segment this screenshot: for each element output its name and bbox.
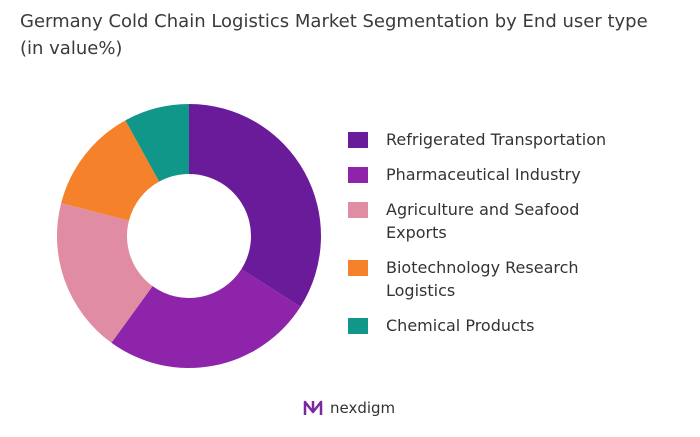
donut-chart [57,104,322,368]
legend-label: Agriculture and Seafood Exports [386,200,580,242]
logo-icon [303,400,323,415]
legend-swatch [348,132,368,148]
donut-segment [189,104,322,307]
legend-item: Chemical Products [348,314,668,337]
legend-item: Pharmaceutical Industry [348,163,668,186]
donut-segment [57,203,153,343]
legend-swatch [348,167,368,183]
legend-label: Refrigerated Transportation [386,130,607,149]
donut-segment [125,104,189,182]
legend-swatch [348,202,368,218]
legend-swatch [348,318,368,334]
legend-item: Refrigerated Transportation [348,128,668,151]
legend-item: Biotechnology Research Logistics [348,256,668,302]
legend-item: Agriculture and Seafood Exports [348,198,668,244]
chart-title: Germany Cold Chain Logistics Market Segm… [20,11,648,59]
legend-label: Chemical Products [386,316,535,335]
donut-segment [111,269,301,368]
legend-label: Pharmaceutical Industry [386,165,581,184]
logo-text: nexdigm [330,399,396,417]
logo: nexdigm [302,398,395,418]
legend-label: Biotechnology Research Logistics [386,258,579,300]
legend: Refrigerated Transportation Pharmaceutica… [348,128,668,349]
legend-swatch [348,260,368,276]
donut-segment [61,120,160,221]
